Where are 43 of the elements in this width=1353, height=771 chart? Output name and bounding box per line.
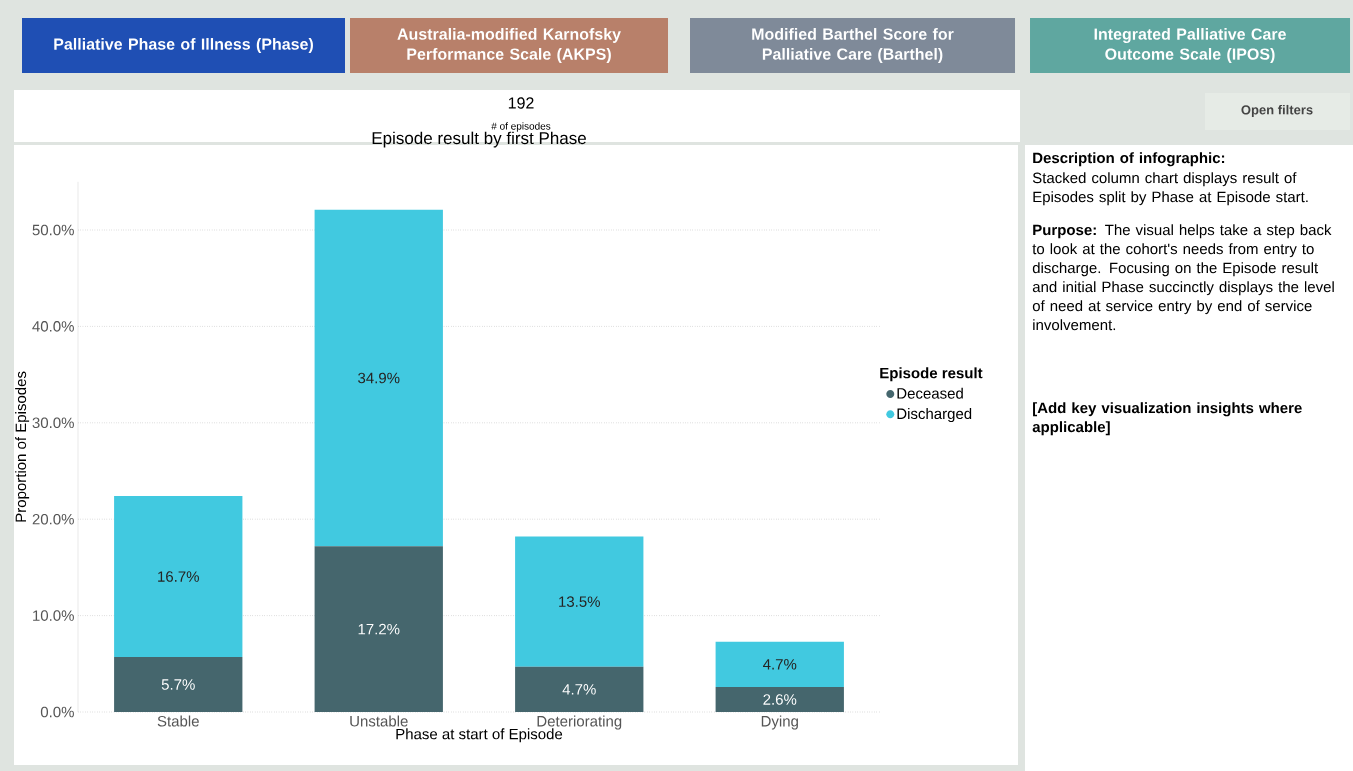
data-label: 16.7% [158, 571, 199, 582]
bar [515, 536, 644, 667]
legend-title: Episode result [880, 367, 983, 382]
y-tick-label: 40.0% [32, 321, 74, 332]
y-tick-label: 0.0% [40, 706, 74, 718]
legend-label: Discharged [897, 408, 972, 423]
data-label: 5.7% [161, 679, 195, 690]
x-tick-label: Dying [761, 715, 798, 730]
bar [114, 657, 243, 712]
x-axis-title: Phase at start of Episode [396, 728, 563, 743]
text: Palliative Phase of Illness (Phase) [54, 38, 313, 53]
data-label: 34.9% [358, 372, 400, 384]
legend-label: Deceased [897, 387, 963, 399]
x-tick-label: Deteriorating [537, 715, 622, 730]
text: Integrated Palliative Care Outcome Scale (IPOS) [1094, 28, 1286, 63]
y-tick-label: 20.0% [32, 513, 74, 525]
text: # of episodes [491, 122, 551, 132]
y-tick-label: 50.0% [32, 224, 74, 236]
text: Open filters [1241, 104, 1313, 118]
text: Australia-modified Karnofsky Performance Scale (AKPS) [397, 28, 621, 63]
bar [314, 546, 443, 712]
chart-title: Episode result by first Phase [372, 131, 586, 148]
bar [515, 666, 644, 712]
x-tick-label: Stable [157, 715, 199, 727]
data-label: 13.5% [559, 596, 600, 607]
data-label: 4.7% [562, 684, 596, 695]
text: 192 [508, 97, 534, 109]
y-axis-title: Proportion of Episodes [15, 371, 30, 522]
text: Stacked column chart displays result of Episodes split by Phase at Episode start. [1032, 172, 1308, 206]
data-label: 2.6% [763, 694, 797, 705]
y-tick-label: 30.0% [32, 417, 74, 429]
y-tick-label: 10.0% [33, 610, 74, 621]
data-label: 4.7% [763, 659, 797, 670]
text: Purpose: The visual helps take a step back to look at the cohort's needs from entry to discharge. Focusing on the Episode result and initial Phase succinctly displays the level of need at service entry by end of service involvement. [1032, 224, 1334, 331]
data-label: 17.2% [358, 623, 400, 635]
bar [715, 641, 844, 687]
bar [314, 209, 443, 547]
text: Description of infographic: [1033, 152, 1225, 167]
bar [715, 686, 844, 712]
x-tick-label: Unstable [350, 715, 408, 727]
text: [Add key visualization insights where applicable] [1032, 402, 1302, 436]
bar [114, 496, 243, 658]
text: Modified Barthel Score for Palliative Care (Barthel) [752, 28, 954, 63]
